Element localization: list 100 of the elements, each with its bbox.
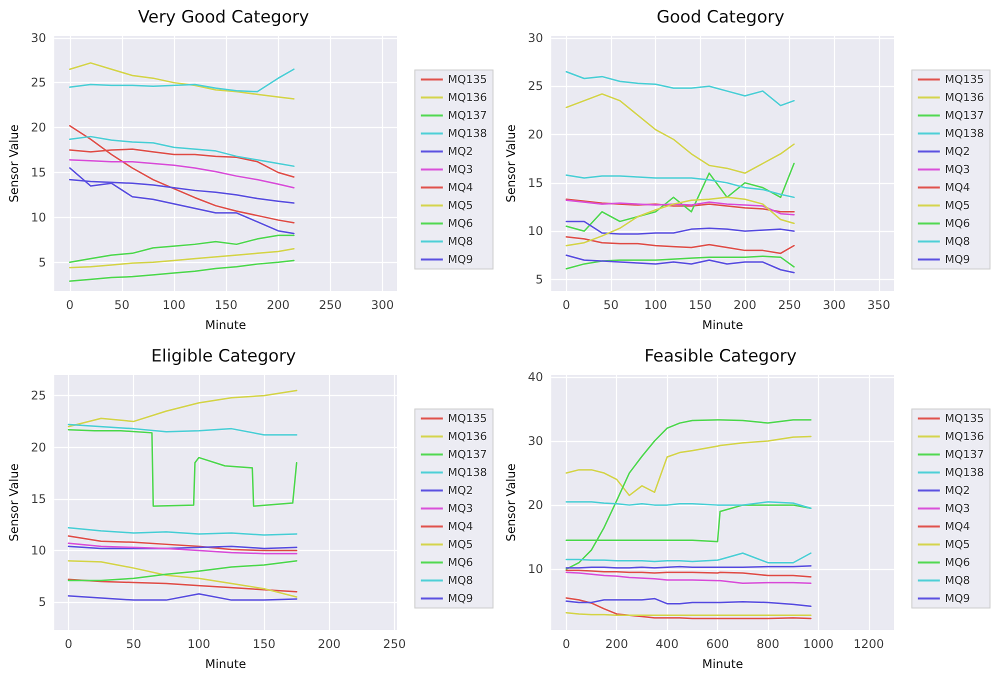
line-series [566, 236, 795, 254]
legend-label: MQ4 [944, 181, 970, 194]
legend-label: MQ5 [944, 199, 970, 212]
legend-label: MQ2 [448, 484, 474, 497]
legend-label: MQ5 [448, 538, 474, 551]
legend-label: MQ136 [944, 430, 984, 443]
legend-label: MQ136 [448, 91, 488, 104]
line-series [68, 424, 298, 436]
x-tick-label: 250 [318, 298, 342, 312]
x-tick-label: 800 [756, 637, 780, 651]
line-series [68, 428, 298, 507]
line-series [566, 162, 795, 232]
line-series [68, 390, 298, 428]
y-tick-label: 5 [38, 255, 46, 270]
legend-label: MQ6 [944, 217, 970, 230]
x-tick-label: 600 [706, 637, 729, 651]
y-tick-label: 40 [528, 370, 544, 384]
y-tick-label: 20 [528, 128, 544, 142]
line-series [566, 419, 812, 570]
legend-label: MQ5 [448, 199, 474, 212]
y-tick-label: 5 [38, 595, 46, 610]
y-tick-label: 20 [30, 440, 46, 454]
legend-label: MQ8 [448, 235, 474, 248]
line-series [69, 260, 295, 282]
legend-label: MQ2 [448, 145, 474, 158]
line-series [68, 560, 298, 582]
x-tick-label: 100 [644, 298, 668, 312]
legend-label: MQ6 [448, 556, 474, 569]
x-axis-title: Minute [205, 657, 246, 671]
line-series [69, 68, 295, 92]
line-series [566, 598, 812, 608]
y-tick-label: 10 [528, 562, 544, 576]
x-tick-label: 50 [603, 298, 619, 312]
line-series [69, 125, 295, 224]
legend-label: MQ138 [448, 127, 488, 140]
chart-title: Eligible Category [151, 346, 296, 366]
y-tick-label: 30 [528, 30, 544, 45]
legend-label: MQ8 [944, 235, 970, 248]
line-series [69, 234, 295, 264]
line-series [566, 572, 812, 584]
y-tick-label: 25 [528, 79, 544, 94]
line-series [566, 93, 795, 174]
x-tick-label: 1200 [854, 637, 884, 651]
legend-label: MQ137 [448, 109, 488, 122]
y-tick-label: 15 [528, 176, 544, 190]
legend-label: MQ3 [944, 163, 970, 176]
line-series [566, 196, 795, 246]
line-series [69, 136, 295, 167]
legend-label: MQ137 [448, 448, 488, 461]
x-axis-title: Minute [205, 318, 246, 332]
y-axis-title: Sensor Value [7, 124, 21, 202]
x-tick-label: 150 [214, 298, 238, 312]
y-tick-label: 5 [536, 272, 544, 286]
y-tick-label: 15 [30, 492, 46, 506]
x-tick-label: 300 [822, 298, 846, 312]
legend-label: MQ136 [448, 430, 488, 443]
x-tick-label: 350 [867, 298, 890, 312]
line-series [68, 542, 298, 554]
legend-label: MQ135 [944, 412, 984, 425]
line-series [566, 570, 812, 578]
line-series [566, 597, 812, 620]
chart-title: Feasible Category [644, 346, 797, 366]
legend-label: MQ136 [944, 91, 984, 104]
x-tick-label: 1000 [803, 637, 834, 651]
legend-label: MQ8 [944, 574, 970, 587]
legend-label: MQ3 [448, 502, 474, 515]
line-series [68, 593, 298, 601]
x-tick-label: 100 [162, 298, 186, 312]
legend-label: MQ9 [944, 253, 970, 266]
line-series [566, 436, 812, 496]
legend-label: MQ138 [448, 466, 488, 479]
legend-label: MQ2 [944, 484, 970, 497]
line-series [566, 552, 812, 564]
line-series [566, 255, 795, 270]
legend-label: MQ4 [448, 181, 474, 194]
legend-label: MQ135 [448, 412, 488, 425]
legend-label: MQ3 [448, 163, 474, 176]
y-tick-label: 10 [528, 224, 544, 238]
x-tick-label: 50 [126, 637, 142, 651]
x-tick-label: 50 [114, 298, 130, 312]
y-axis-title: Sensor Value [504, 124, 518, 202]
x-tick-label: 200 [266, 298, 290, 312]
y-axis-title: Sensor Value [7, 464, 21, 542]
x-tick-label: 250 [382, 637, 406, 651]
y-tick-label: 30 [30, 30, 46, 45]
legend-label: MQ138 [944, 466, 984, 479]
y-tick-label: 15 [30, 165, 46, 180]
x-tick-label: 400 [656, 637, 679, 651]
x-tick-label: 150 [252, 637, 276, 651]
y-axis-title: Sensor Value [504, 464, 518, 542]
x-axis-title: Minute [702, 318, 744, 332]
line-series [69, 167, 295, 234]
line-series [69, 248, 295, 268]
legend-label: MQ5 [944, 538, 970, 551]
line-series [69, 159, 295, 188]
legend-label: MQ9 [944, 592, 970, 605]
line-series [566, 70, 795, 106]
x-tick-label: 0 [66, 298, 74, 312]
y-tick-label: 25 [30, 388, 46, 403]
x-tick-label: 0 [64, 637, 72, 651]
